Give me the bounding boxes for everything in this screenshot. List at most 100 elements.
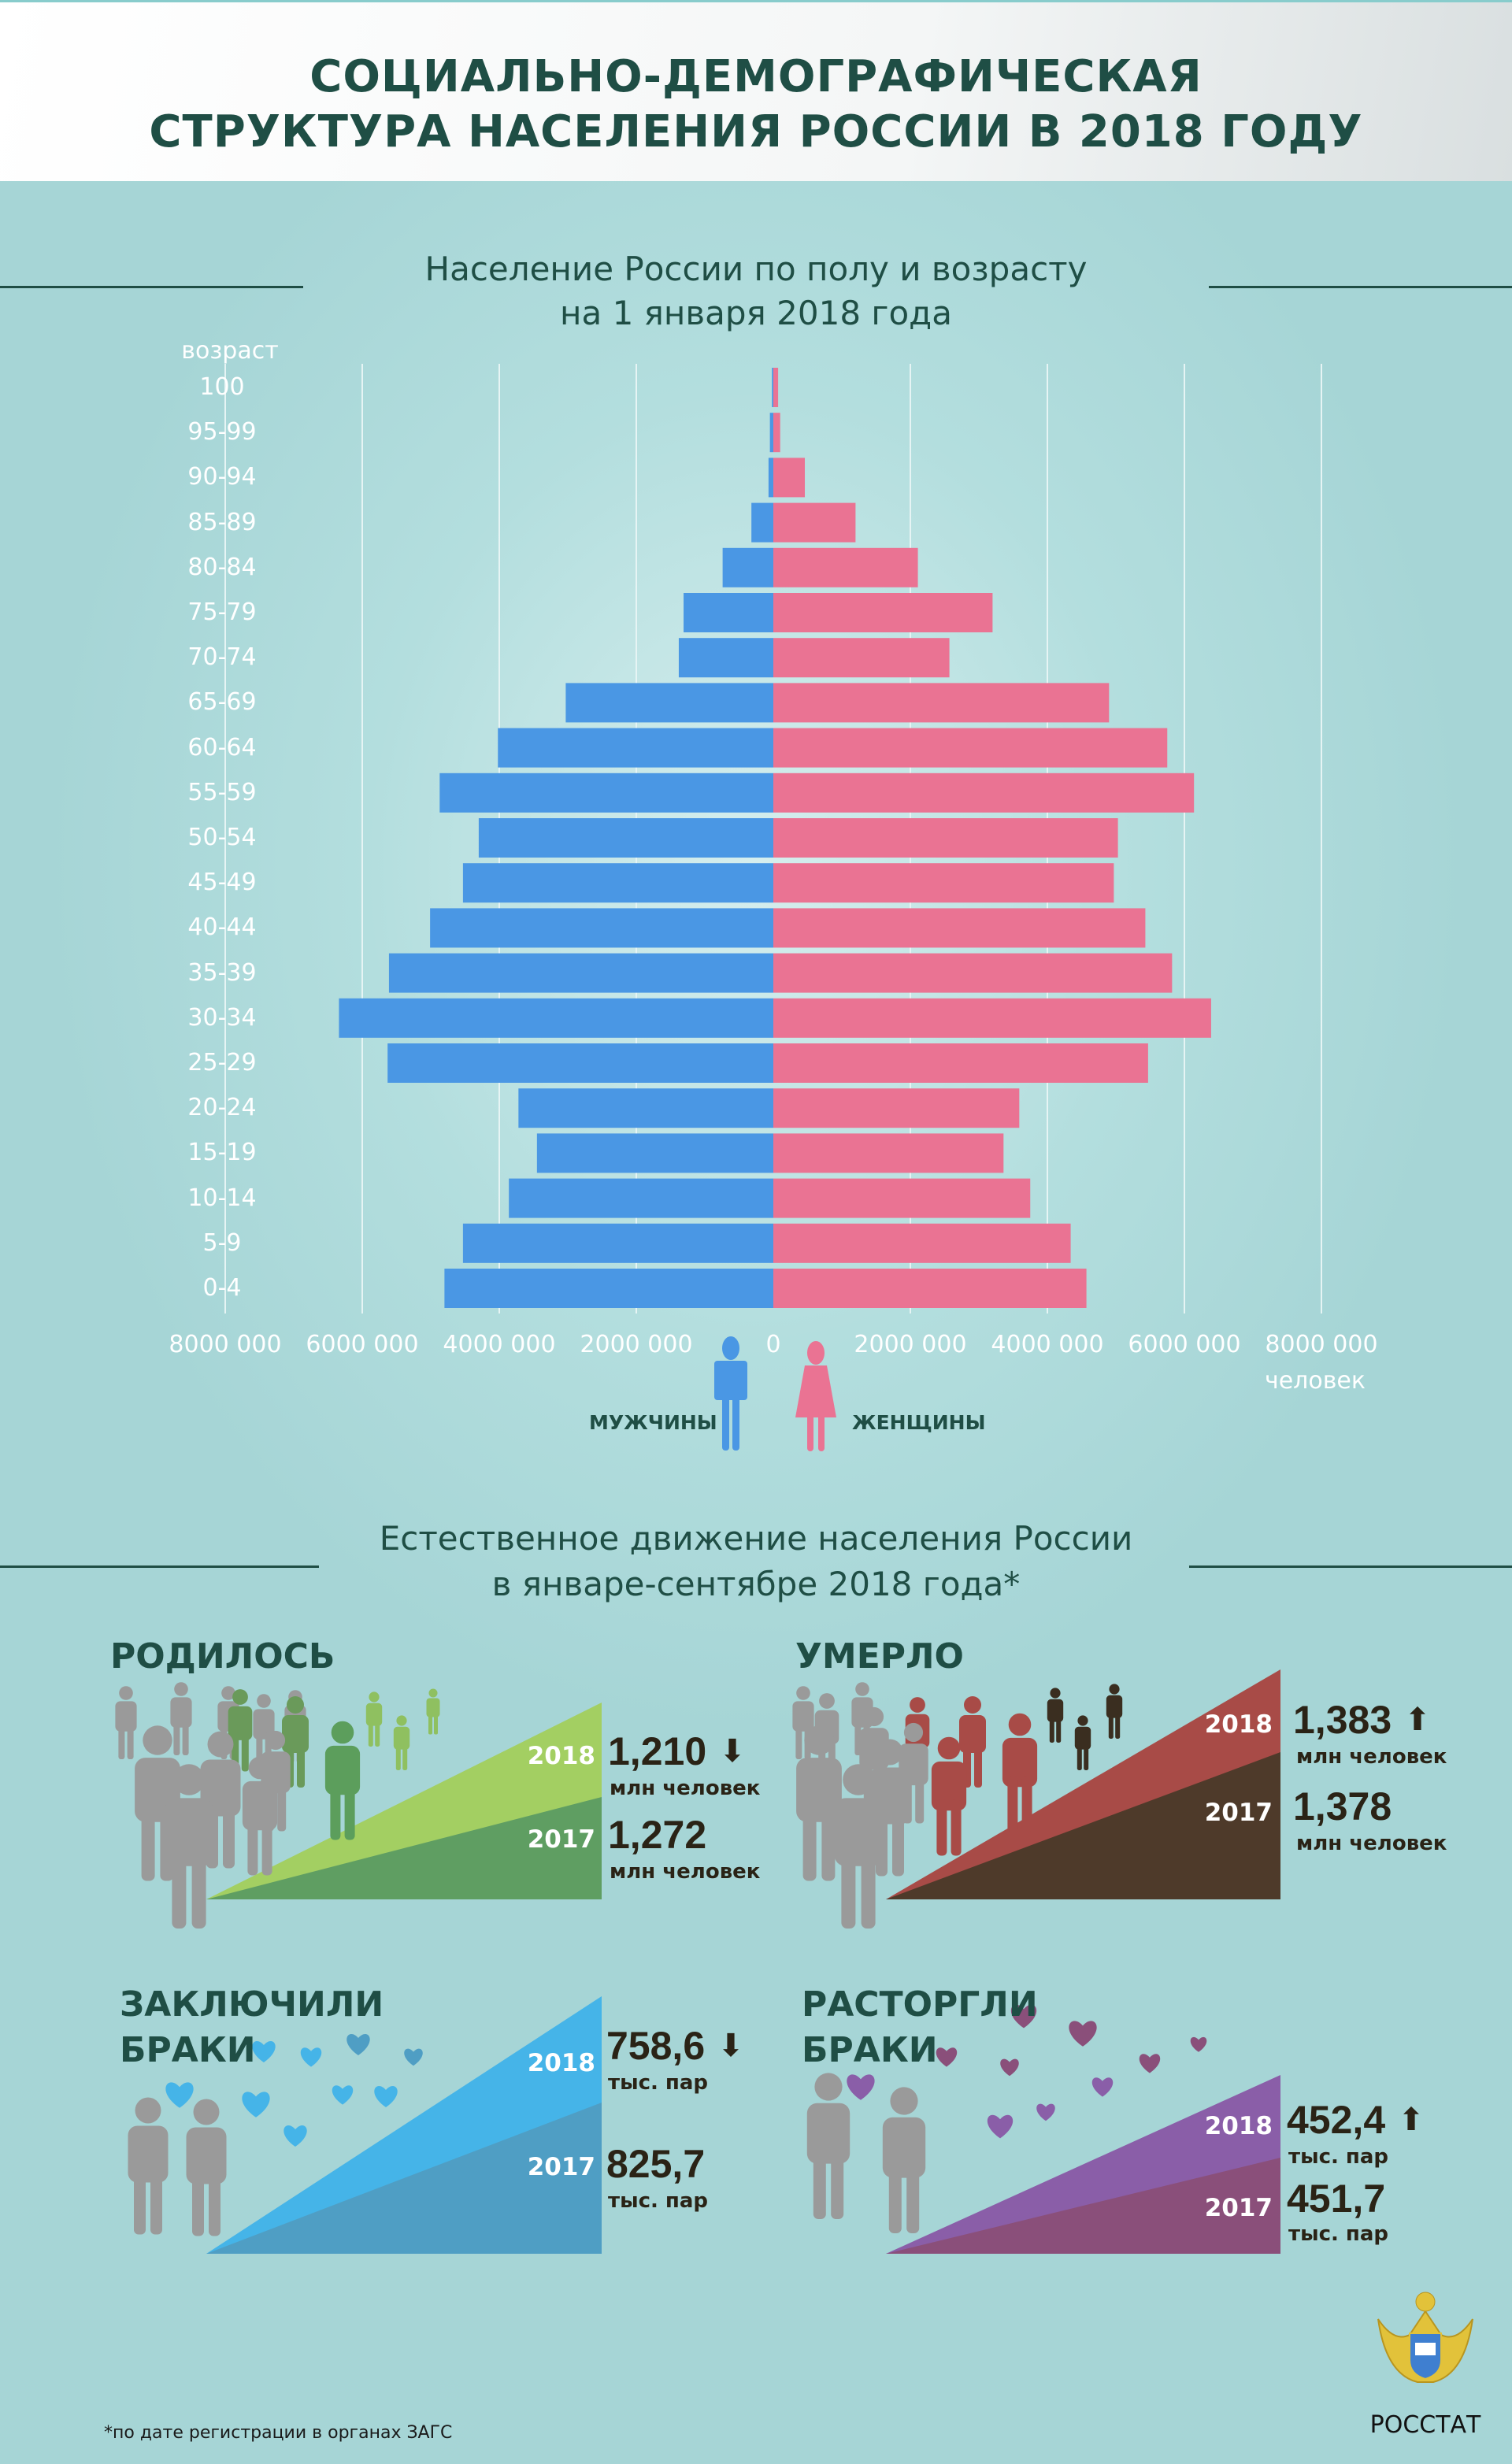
divorces-title-line1: РАСТОРГЛИ <box>802 1984 1038 2025</box>
person-icon <box>931 1736 967 1856</box>
bar-male-30-34 <box>339 998 773 1038</box>
age-label: 90-94 <box>187 463 257 491</box>
person-icon <box>324 1721 361 1840</box>
divorces-title-line2: БРАКИ <box>802 2030 938 2070</box>
person-icon <box>261 1730 291 1832</box>
page-title-line1: СОЦИАЛЬНО-ДЕМОГРАФИЧЕСКАЯ <box>309 51 1203 102</box>
age-label: 55-59 <box>187 778 257 806</box>
age-label: 25-29 <box>187 1049 257 1076</box>
bar-male-50-54 <box>478 818 773 858</box>
marriages-value-2017: 825,7 <box>606 2142 706 2186</box>
bar-female-70-74 <box>773 638 950 678</box>
age-label: 0-4 <box>202 1274 242 1302</box>
heart-icon <box>332 2085 354 2105</box>
bar-female-75-79 <box>773 593 993 632</box>
bar-female-95-99 <box>773 413 780 453</box>
bar-female-55-59 <box>773 773 1195 813</box>
bar-female-65-69 <box>773 683 1110 723</box>
bar-male-40-44 <box>430 908 773 948</box>
arrow-up-icon: ⬆ <box>1398 2102 1425 2138</box>
x-tick-label: 6000 000 <box>1128 1331 1241 1358</box>
person-icon <box>365 1691 383 1747</box>
person-icon <box>899 1722 928 1824</box>
deaths-unit-2018: млн человек <box>1296 1745 1447 1769</box>
deaths-year-2017: 2017 <box>1204 1799 1273 1827</box>
person-icon <box>165 1764 213 1929</box>
person-icon <box>135 1725 180 1881</box>
age-label: 60-64 <box>187 733 257 761</box>
bar-male-55-59 <box>439 773 773 813</box>
age-label: 30-34 <box>187 1003 257 1032</box>
broken-heart-icon <box>1000 2058 1019 2077</box>
heart-icon <box>346 2034 370 2055</box>
x-tick-label: 4000 000 <box>991 1331 1104 1358</box>
person-icon <box>796 1725 842 1881</box>
x-tick-label: 2000 000 <box>580 1331 693 1358</box>
bar-female-0-4 <box>773 1269 1087 1308</box>
broken-heart-icon <box>1010 2004 1037 2029</box>
marriages-row-2018: 758,6 ⬇ <box>606 2024 744 2068</box>
broken-heart-icon <box>847 2074 875 2100</box>
age-label: 65-69 <box>187 688 257 717</box>
bar-female-15-19 <box>773 1133 1004 1173</box>
divorces-row-2017: 451,7 <box>1287 2177 1385 2221</box>
man-icon <box>806 2073 850 2219</box>
broken-heart-icon <box>1069 2021 1097 2047</box>
broken-heart-icon <box>1190 2036 1207 2052</box>
bar-female-90-94 <box>773 458 806 498</box>
person-icon <box>1002 1713 1038 1832</box>
births-year-2018: 2018 <box>527 1742 595 1770</box>
bar-male-95-99 <box>769 413 773 453</box>
bar-female-5-9 <box>773 1223 1071 1263</box>
bar-male-0-4 <box>444 1269 773 1308</box>
male-figure-icon <box>714 1336 747 1451</box>
bar-male-70-74 <box>678 638 773 678</box>
footnote: *по дате регистрации в органах ЗАГС <box>104 2423 453 2443</box>
heart-icon <box>242 2092 270 2118</box>
person-icon <box>959 1696 986 1788</box>
person-icon <box>115 1686 137 1759</box>
age-label: 80-84 <box>187 553 257 581</box>
births-2017-wedge <box>206 1797 602 1899</box>
births-unit-2018: млн человек <box>610 1777 761 1800</box>
births-unit-2017: млн человек <box>610 1860 761 1884</box>
age-label: 45-49 <box>187 869 257 897</box>
divorces-year-2018: 2018 <box>1204 2112 1273 2140</box>
bar-female-25-29 <box>773 1043 1148 1083</box>
deaths-2017-wedge <box>886 1752 1280 1899</box>
x-tick-label: 2000 000 <box>854 1331 967 1358</box>
age-label: 15-19 <box>187 1139 257 1167</box>
groom-icon <box>128 2097 169 2235</box>
bar-male-80-84 <box>722 547 773 587</box>
age-label: 5-9 <box>202 1228 242 1257</box>
deaths-row-2017: 1,378 <box>1293 1784 1392 1829</box>
bar-female-50-54 <box>773 818 1118 858</box>
marriages-unit-2017: тыс. пар <box>608 2189 709 2213</box>
page-title-line2: СТРУКТУРА НАСЕЛЕНИЯ РОССИИ В 2018 ГОДУ <box>149 106 1363 157</box>
bar-female-40-44 <box>773 908 1146 948</box>
arrow-up-icon: ⬆ <box>1404 1702 1431 1738</box>
heart-icon <box>252 2041 276 2062</box>
age-label: 35-39 <box>187 958 257 987</box>
x-tick-label: 8000 000 <box>1265 1331 1378 1358</box>
person-icon <box>253 1694 275 1767</box>
bar-female-35-39 <box>773 953 1173 993</box>
x-tick-label: 8000 000 <box>169 1331 282 1358</box>
marriages-row-2017: 825,7 <box>606 2142 705 2186</box>
person-icon <box>834 1764 883 1929</box>
divorces-row-2018: 452,4 ⬆ <box>1287 2098 1425 2142</box>
population-pyramid-chart <box>224 364 1322 1314</box>
births-value-2018: 1,210 <box>608 1729 707 1773</box>
deaths-year-2018: 2018 <box>1204 1710 1273 1739</box>
broken-heart-icon <box>1036 2103 1055 2121</box>
female-figure-icon <box>795 1341 836 1451</box>
births-year-2017: 2017 <box>527 1825 595 1854</box>
heart-icon <box>374 2086 398 2107</box>
person-icon <box>228 1689 253 1772</box>
bride-icon <box>186 2099 227 2236</box>
bar-male-15-19 <box>536 1133 773 1173</box>
bar-female-80-84 <box>773 547 918 587</box>
x-tick-label: 4000 000 <box>443 1331 556 1358</box>
